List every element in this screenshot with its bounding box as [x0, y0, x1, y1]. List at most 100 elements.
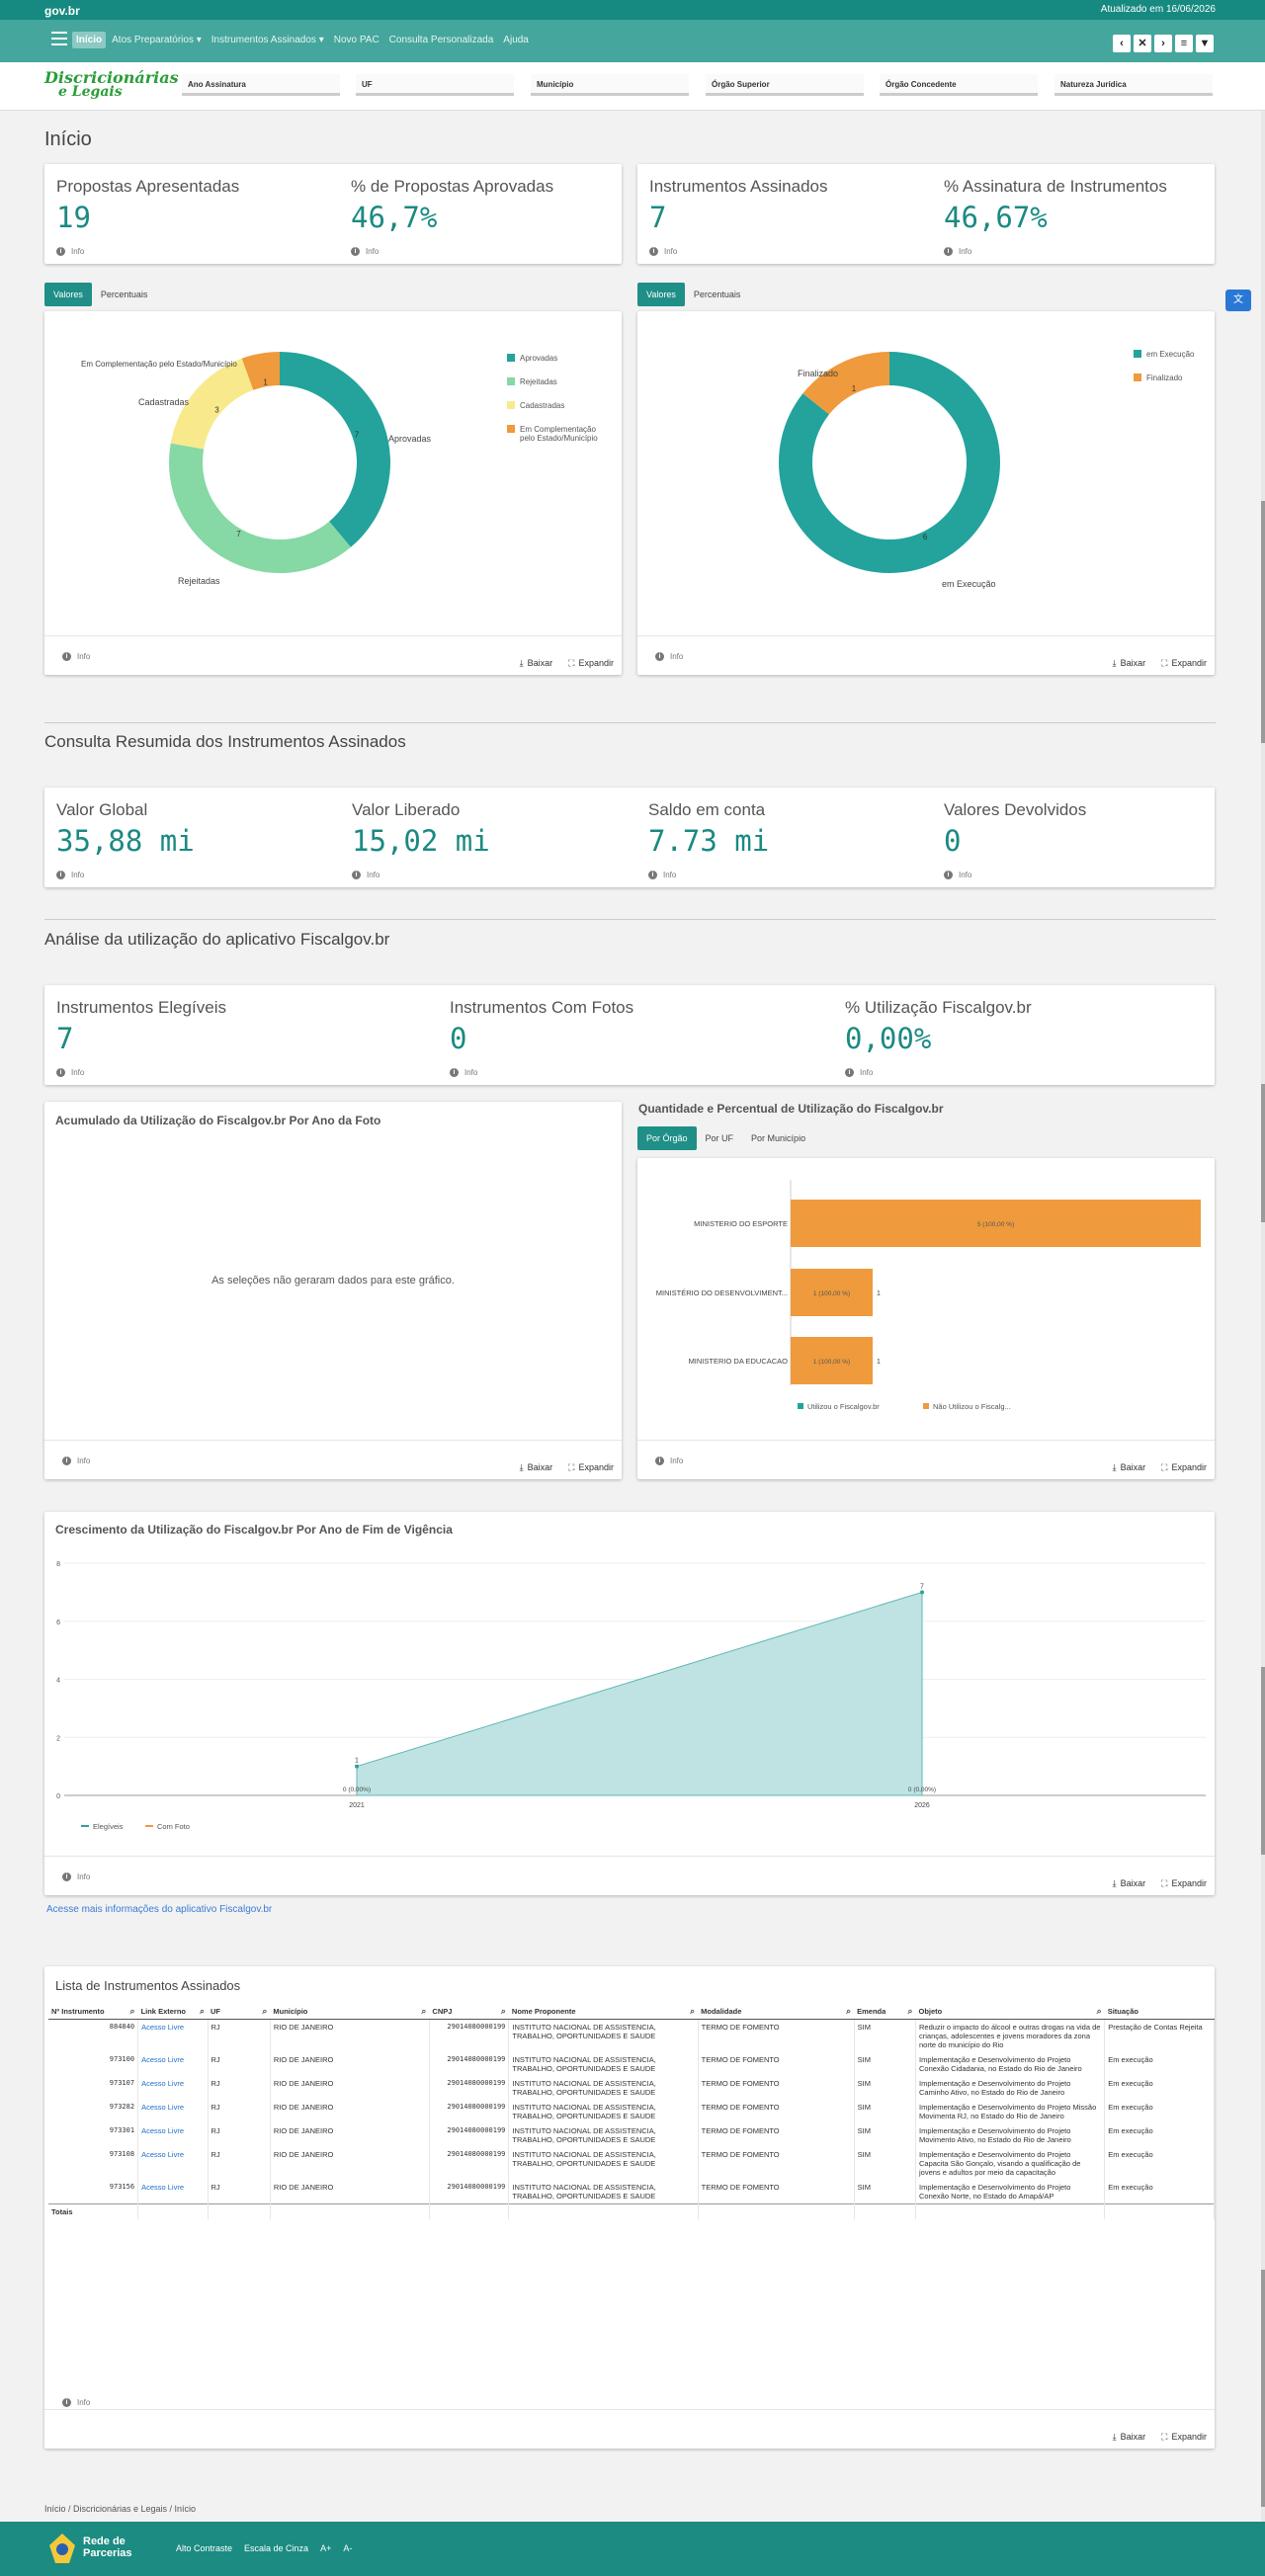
table-row[interactable]: 973301 Acesso Livre RJ RIO DE JANEIRO 290140… — [48, 2123, 1215, 2147]
kpi-info[interactable]: i Info — [352, 871, 380, 879]
menu-icon[interactable] — [51, 32, 67, 45]
kpi-info[interactable]: i Info — [944, 871, 971, 879]
legend-label[interactable]: em Execução — [1146, 350, 1195, 359]
download-button[interactable]: ⤓ Baixar — [1112, 658, 1146, 668]
tab-valores[interactable]: Valores — [44, 283, 92, 306]
nav-ajuda[interactable]: Ajuda — [503, 35, 529, 45]
donut-slice[interactable] — [802, 352, 889, 415]
clear-icon[interactable]: ✕ — [1134, 35, 1151, 52]
search-icon[interactable]: ⌕ — [129, 2006, 135, 2016]
list-icon[interactable]: ≡ — [1175, 35, 1193, 52]
tab-percentuais[interactable]: Percentuais — [693, 290, 741, 299]
search-icon[interactable]: ⌕ — [199, 2006, 205, 2016]
search-icon[interactable]: ⌕ — [846, 2006, 852, 2016]
legend-label[interactable]: Em Complementação pelo Estado/Município — [520, 425, 598, 443]
table-cell[interactable]: Acesso Livre — [137, 2100, 209, 2123]
expand-button[interactable]: ⛶ Expandir — [568, 658, 614, 668]
expand-button[interactable]: ⛶ Expandir — [1161, 1462, 1207, 1472]
donut-slice[interactable] — [280, 352, 391, 547]
table-cell[interactable]: Acesso Livre — [137, 2147, 209, 2180]
legend-label[interactable]: Cadastradas — [520, 401, 564, 410]
download-button[interactable]: ⤓ Baixar — [1112, 1462, 1146, 1472]
legend-label[interactable]: Aprovadas — [520, 354, 557, 363]
table-cell[interactable]: Acesso Livre — [137, 2076, 209, 2100]
chart-info[interactable]: i Info — [655, 652, 683, 661]
donut-slice[interactable] — [241, 352, 280, 390]
donut-slice[interactable] — [169, 443, 351, 573]
tab-por-municipio[interactable]: Por Município — [751, 1133, 806, 1143]
column-header[interactable]: Situação — [1104, 2004, 1215, 2020]
kpi-info[interactable]: i Info — [845, 1068, 873, 1077]
table-row[interactable]: 973156 Acesso Livre RJ RIO DE JANEIRO 290140… — [48, 2180, 1215, 2204]
legend-label[interactable]: Utilizou o Fiscalgov.br — [807, 1402, 880, 1411]
legend-label[interactable]: Com Foto — [157, 1822, 190, 1831]
kpi-info[interactable]: i Info — [56, 247, 84, 256]
table-cell[interactable]: Acesso Livre — [137, 2019, 209, 2052]
filter-ano-assinatura[interactable]: Ano Assinatura — [182, 74, 340, 96]
filter-uf[interactable]: UF — [356, 74, 514, 96]
filter-icon[interactable]: ▼ — [1196, 35, 1214, 52]
table-row[interactable]: 973107 Acesso Livre RJ RIO DE JANEIRO 290140… — [48, 2076, 1215, 2100]
download-button[interactable]: ⤓ Baixar — [1112, 1878, 1146, 1888]
chart-info[interactable]: i Info — [655, 1456, 683, 1465]
search-icon[interactable]: ⌕ — [421, 2006, 427, 2016]
back-icon[interactable]: ‹ — [1113, 35, 1131, 52]
kpi-info[interactable]: i Info — [56, 1068, 84, 1077]
tab-percentuais[interactable]: Percentuais — [100, 290, 148, 299]
font-decrease-link[interactable]: A- — [343, 2543, 353, 2553]
nav-consulta-personalizada[interactable]: Consulta Personalizada — [388, 35, 494, 45]
expand-button[interactable]: ⛶ Expandir — [1161, 2432, 1207, 2442]
kpi-info[interactable]: i Info — [649, 247, 677, 256]
column-header[interactable]: Modalidade ⌕ — [698, 2004, 855, 2020]
column-header[interactable]: Nome Proponente ⌕ — [508, 2004, 699, 2020]
area-elegiveis[interactable] — [356, 1591, 923, 1796]
column-header[interactable]: UF ⌕ — [208, 2004, 271, 2020]
column-header[interactable]: CNPJ ⌕ — [429, 2004, 509, 2020]
table-cell[interactable]: Acesso Livre — [137, 2052, 209, 2076]
search-icon[interactable]: ⌕ — [500, 2006, 506, 2016]
nav-inicio[interactable]: Início — [72, 32, 107, 48]
search-icon[interactable]: ⌕ — [690, 2006, 696, 2016]
table-cell[interactable]: Acesso Livre — [137, 2180, 209, 2204]
external-link[interactable]: Acesso Livre — [141, 2055, 184, 2064]
bar[interactable] — [791, 1337, 873, 1384]
download-button[interactable]: ⤓ Baixar — [1112, 2432, 1146, 2442]
search-icon[interactable]: ⌕ — [1096, 2006, 1102, 2016]
kpi-info[interactable]: i Info — [351, 247, 379, 256]
external-link[interactable]: Acesso Livre — [141, 2079, 184, 2088]
kpi-info[interactable]: i Info — [56, 871, 84, 879]
page-scrollbar[interactable] — [1261, 111, 1265, 2522]
external-link[interactable]: Acesso Livre — [141, 2126, 184, 2135]
kpi-info[interactable]: i Info — [648, 871, 676, 879]
forward-icon[interactable]: › — [1154, 35, 1172, 52]
column-header[interactable]: Link Externo ⌕ — [137, 2004, 208, 2020]
table-row[interactable]: 884840 Acesso Livre RJ RIO DE JANEIRO 290140… — [48, 2019, 1215, 2052]
bar[interactable] — [791, 1269, 873, 1316]
tab-por-orgao[interactable]: Por Órgão — [637, 1126, 697, 1150]
donut-slice[interactable] — [779, 352, 1000, 573]
breadcrumb[interactable]: Início / Discricionárias e Legais / Iníc… — [44, 2504, 197, 2514]
govbr-logo[interactable]: gov.br — [44, 4, 80, 18]
filter-municipio[interactable]: Município — [531, 74, 689, 96]
nav-instrumentos-assinados[interactable]: Instrumentos Assinados ▾ — [211, 35, 324, 45]
legend-label[interactable]: Rejeitadas — [520, 377, 557, 386]
bar[interactable] — [791, 1200, 1201, 1247]
column-header[interactable]: Objeto ⌕ — [915, 2004, 1105, 2020]
fiscalgov-info-link[interactable]: Acesse mais informações do aplicativo Fi… — [46, 1904, 273, 1915]
legend-label[interactable]: Não Utilizou o Fiscalg... — [933, 1402, 1011, 1411]
data-point[interactable] — [355, 1764, 359, 1769]
chart-info[interactable]: i Info — [62, 1456, 90, 1465]
nav-atos-preparatorios[interactable]: Atos Preparatórios ▾ — [112, 35, 202, 45]
kpi-info[interactable]: i Info — [450, 1068, 477, 1077]
translate-icon[interactable]: 文 — [1225, 290, 1251, 311]
grayscale-link[interactable]: Escala de Cinza — [244, 2543, 309, 2553]
legend-label[interactable]: Elegíveis — [93, 1822, 124, 1831]
external-link[interactable]: Acesso Livre — [141, 2103, 184, 2112]
expand-button[interactable]: ⛶ Expandir — [1161, 658, 1207, 668]
tab-por-uf[interactable]: Por UF — [705, 1133, 734, 1143]
legend-label[interactable]: Finalizado — [1146, 374, 1183, 382]
download-button[interactable]: ⤓ Baixar — [519, 658, 553, 668]
filter-orgao-superior[interactable]: Órgão Superior — [706, 74, 864, 96]
kpi-info[interactable]: i Info — [944, 247, 971, 256]
font-increase-link[interactable]: A+ — [320, 2543, 332, 2553]
